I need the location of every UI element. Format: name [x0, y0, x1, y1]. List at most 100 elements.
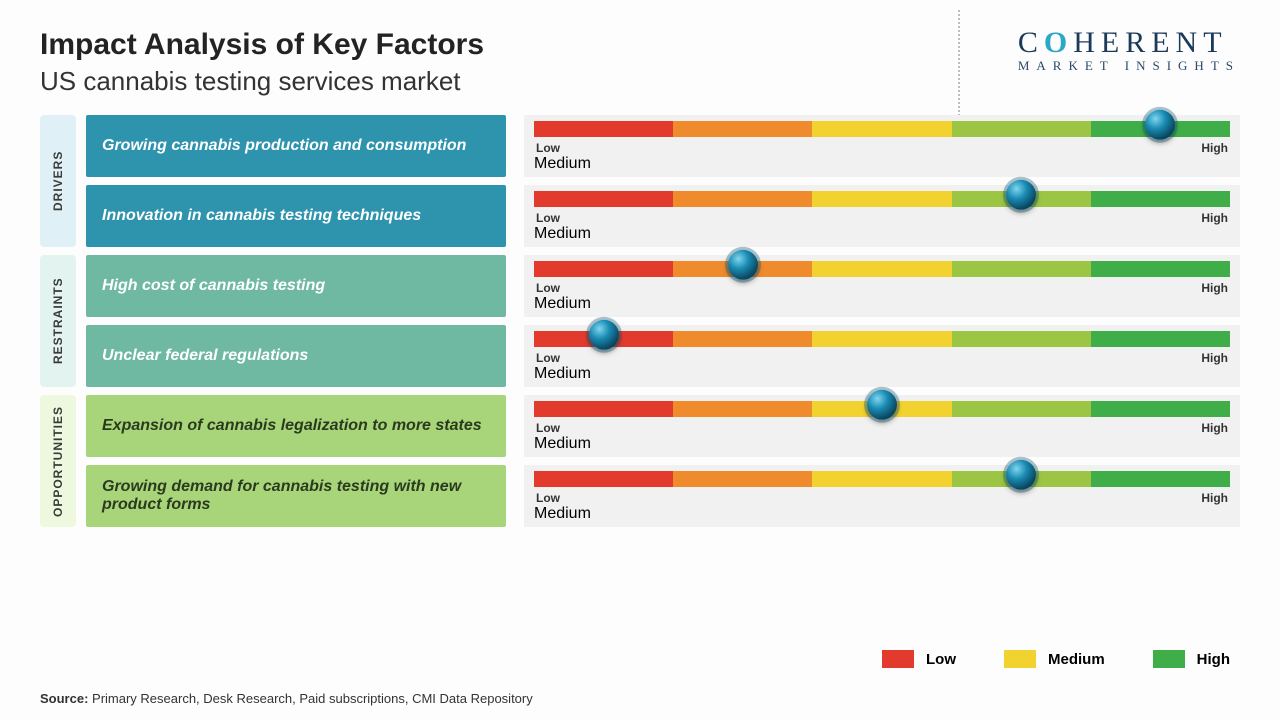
scale-label-medium: Medium [534, 155, 1230, 173]
factor-label: Unclear federal regulations [86, 325, 506, 387]
scale-segment [673, 471, 812, 487]
scale-segment [1091, 191, 1230, 207]
scale-segment [812, 331, 951, 347]
source-text: Primary Research, Desk Research, Paid su… [92, 691, 533, 706]
scale-label-low: Low [536, 421, 560, 435]
group-tab: DRIVERS [40, 115, 76, 247]
scale-track [534, 191, 1230, 207]
factor-label: Innovation in cannabis testing technique… [86, 185, 506, 247]
scale-label-low: Low [536, 281, 560, 295]
legend-item: High [1153, 650, 1230, 668]
scale-label-low: Low [536, 491, 560, 505]
source-prefix: Source: [40, 691, 88, 706]
scale-label-medium: Medium [534, 505, 1230, 523]
impact-scale: Low HighMedium [524, 465, 1240, 527]
logo-o-icon: O [1044, 26, 1073, 59]
impact-marker-icon [1006, 460, 1036, 490]
scale-track [534, 401, 1230, 417]
infographic-canvas: Impact Analysis of Key Factors US cannab… [0, 0, 1280, 720]
legend-item: Medium [1004, 650, 1105, 668]
impact-scale: Low HighMedium [524, 185, 1240, 247]
scale-segment [534, 261, 673, 277]
scale-segment [952, 121, 1091, 137]
scale-label-high: High [1201, 281, 1228, 295]
scale-label-high: High [1201, 351, 1228, 365]
scale-axis-labels: Low High [534, 211, 1230, 225]
group-tab: RESTRAINTS [40, 255, 76, 387]
scale-axis-labels: Low High [534, 421, 1230, 435]
factor-groups: DRIVERS Growing cannabis production and c… [40, 115, 1240, 527]
factor-labels-column: Expansion of cannabis legalization to mo… [86, 395, 506, 527]
legend-label: Low [926, 651, 956, 668]
impact-scale: Low HighMedium [524, 395, 1240, 457]
factor-label: Expansion of cannabis legalization to mo… [86, 395, 506, 457]
scale-track [534, 331, 1230, 347]
legend-swatch [1153, 650, 1185, 668]
factor-label: Growing cannabis production and consumpt… [86, 115, 506, 177]
scale-segment [952, 261, 1091, 277]
legend-label: Medium [1048, 651, 1105, 668]
factor-group: DRIVERS Growing cannabis production and c… [40, 115, 1240, 247]
scale-bars-column: LowHighMediumLowHighMedium [524, 395, 1240, 527]
scale-segment [1091, 331, 1230, 347]
impact-scale: Low HighMedium [524, 255, 1240, 317]
logo-letter: C [1018, 26, 1044, 59]
scale-segment [1091, 401, 1230, 417]
legend-swatch [1004, 650, 1036, 668]
scale-segment [673, 401, 812, 417]
scale-segment [673, 191, 812, 207]
scale-bars-column: LowHighMediumLowHighMedium [524, 115, 1240, 247]
logo-wordmark: COHERENT [1018, 26, 1240, 60]
scale-axis-labels: Low High [534, 141, 1230, 155]
scale-segment [812, 121, 951, 137]
logo-rest: HERENT [1073, 26, 1227, 59]
impact-marker-icon [728, 250, 758, 280]
scale-axis-labels: Low High [534, 491, 1230, 505]
impact-scale: Low HighMedium [524, 325, 1240, 387]
legend: Low Medium High [882, 650, 1230, 668]
scale-track [534, 261, 1230, 277]
scale-segment [812, 471, 951, 487]
scale-segment [952, 331, 1091, 347]
scale-label-low: Low [536, 351, 560, 365]
impact-scale: Low HighMedium [524, 115, 1240, 177]
scale-label-medium: Medium [534, 365, 1230, 383]
logo-tagline: MARKET INSIGHTS [1018, 58, 1240, 74]
scale-track [534, 471, 1230, 487]
scale-track [534, 121, 1230, 137]
scale-segment [812, 191, 951, 207]
scale-segment [1091, 471, 1230, 487]
scale-label-high: High [1201, 421, 1228, 435]
scale-label-high: High [1201, 491, 1228, 505]
scale-segment [952, 401, 1091, 417]
group-tab: OPPORTUNITIES [40, 395, 76, 527]
scale-label-low: Low [536, 141, 560, 155]
factor-label: High cost of cannabis testing [86, 255, 506, 317]
brand-logo: COHERENT MARKET INSIGHTS [1018, 26, 1240, 74]
scale-label-low: Low [536, 211, 560, 225]
impact-marker-icon [1006, 180, 1036, 210]
factor-label: Growing demand for cannabis testing with… [86, 465, 506, 527]
scale-label-medium: Medium [534, 435, 1230, 453]
scale-label-high: High [1201, 141, 1228, 155]
scale-segment [812, 261, 951, 277]
scale-label-medium: Medium [534, 225, 1230, 243]
scale-label-high: High [1201, 211, 1228, 225]
legend-item: Low [882, 650, 956, 668]
scale-segment [534, 401, 673, 417]
scale-segment [673, 121, 812, 137]
source-note: Source: Primary Research, Desk Research,… [40, 691, 533, 706]
scale-segment [534, 191, 673, 207]
legend-label: High [1197, 651, 1230, 668]
scale-segment [673, 331, 812, 347]
impact-marker-icon [867, 390, 897, 420]
factor-labels-column: High cost of cannabis testing Unclear fed… [86, 255, 506, 387]
scale-segment [534, 471, 673, 487]
scale-bars-column: LowHighMediumLowHighMedium [524, 255, 1240, 387]
scale-segment [534, 121, 673, 137]
scale-segment [1091, 261, 1230, 277]
scale-axis-labels: Low High [534, 351, 1230, 365]
scale-axis-labels: Low High [534, 281, 1230, 295]
factor-group: RESTRAINTS High cost of cannabis testing U… [40, 255, 1240, 387]
scale-label-medium: Medium [534, 295, 1230, 313]
